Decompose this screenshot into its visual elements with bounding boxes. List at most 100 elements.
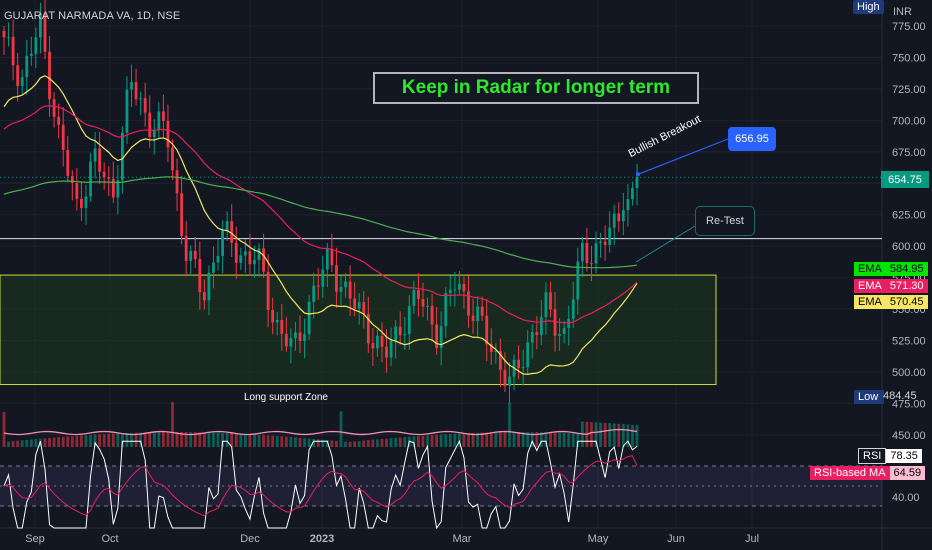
candle-body — [353, 298, 357, 309]
volume-bar — [25, 439, 29, 447]
candle-body — [371, 343, 375, 349]
volume-bar — [389, 438, 393, 447]
price-tick-label: 700.00 — [892, 115, 926, 127]
volume-bar — [107, 433, 111, 447]
candle-body — [617, 213, 621, 222]
retest-arrow — [635, 225, 696, 263]
volume-bar — [453, 433, 457, 447]
candle-body — [239, 255, 243, 263]
volume-bar — [512, 432, 516, 447]
candle-body — [608, 227, 612, 245]
volume-bar — [266, 435, 270, 447]
candle-body — [61, 124, 65, 150]
candle-body — [430, 305, 434, 325]
price-tick-label: 775.00 — [892, 21, 926, 33]
volume-bar — [29, 439, 33, 447]
ema-tag-label: EMA — [854, 295, 886, 309]
breakout-price-tag[interactable]: 656.95 — [728, 127, 776, 151]
candle-body — [394, 326, 398, 341]
price-tick-label: 750.00 — [892, 52, 926, 64]
volume-bar — [253, 434, 256, 447]
candle-body — [335, 265, 338, 292]
ema-tag-fast: EMA 570.45 — [854, 295, 928, 309]
headline-annotation[interactable]: Keep in Radar for longer term — [373, 72, 699, 104]
volume-bar — [157, 432, 161, 447]
rsi-ma-tag-value: 64.59 — [889, 466, 926, 480]
candle-body — [599, 241, 602, 244]
candle-body — [439, 326, 443, 348]
rsi-pane — [0, 439, 882, 530]
candle-body — [116, 180, 120, 198]
volume-bar — [357, 440, 361, 447]
volume-bar — [93, 434, 97, 447]
volume-bar — [257, 434, 261, 447]
volume-bar — [289, 437, 293, 447]
retest-callout[interactable]: Re-Test — [695, 206, 755, 236]
candle-body — [385, 346, 388, 358]
volume-bar — [166, 432, 170, 447]
volume-bar — [189, 432, 193, 447]
volume-bar — [576, 433, 580, 447]
price-tick-label: 500.00 — [892, 367, 926, 379]
current-price-tag: 654.75 — [881, 171, 929, 188]
candle-body — [485, 315, 489, 345]
volume-bar — [539, 432, 543, 447]
volume-bar — [435, 434, 439, 447]
ema-mid-line — [3, 105, 638, 324]
volume-bar — [57, 437, 61, 447]
candle-body — [157, 111, 161, 131]
candle-body — [102, 171, 106, 178]
candle-body — [89, 161, 92, 197]
rsi-tag-label: RSI — [858, 448, 887, 464]
volume-bar — [398, 437, 402, 447]
candle-body — [444, 292, 448, 327]
candle-body — [508, 376, 511, 386]
candle-body — [34, 37, 38, 54]
candle-body — [435, 324, 439, 348]
volume-bar — [248, 434, 252, 447]
volume-bar — [75, 435, 79, 447]
volume-bar — [330, 440, 334, 447]
price-tick-label: 450.00 — [892, 430, 926, 442]
ticker-title: GUJARAT NARMADA VA, 1D, NSE — [4, 10, 181, 22]
candle-body — [253, 260, 256, 265]
ema-lines — [3, 75, 638, 375]
volume-bar — [207, 432, 211, 447]
candle-body — [121, 132, 124, 181]
volume-bar — [412, 436, 416, 447]
candle-body — [544, 292, 548, 317]
ema-tag-value: 571.30 — [885, 279, 928, 293]
candle-body — [289, 338, 293, 347]
volume-bar — [198, 432, 202, 447]
volume-bar — [70, 436, 74, 447]
candle-body — [189, 250, 193, 261]
volume-bar — [271, 435, 275, 447]
volume-bar — [553, 432, 557, 447]
volume-bar — [152, 432, 156, 447]
candle-body — [303, 334, 306, 341]
candle-body — [257, 248, 261, 261]
candle-body — [2, 31, 6, 38]
volume-bar — [366, 440, 370, 447]
volume-bar — [376, 439, 379, 447]
candle-body — [503, 369, 507, 386]
candle-body — [148, 112, 152, 138]
volume-bar — [526, 432, 530, 447]
volume-bar — [344, 441, 347, 447]
volume-bar — [403, 437, 407, 447]
volume-bar — [508, 402, 511, 447]
candle-body — [225, 221, 229, 231]
volume-bar — [380, 438, 384, 447]
volume-bar — [417, 436, 420, 447]
price-tick-label: 625.00 — [892, 210, 926, 222]
volume-bar — [476, 432, 480, 447]
candle-body — [321, 269, 325, 287]
candle-body — [330, 248, 334, 266]
candle-body — [362, 302, 366, 314]
support-zone-label[interactable]: Long support Zone — [244, 392, 328, 403]
candle-body — [357, 302, 361, 309]
candle-body — [426, 305, 429, 307]
volume-bar — [161, 432, 165, 447]
ema-fast-line — [3, 75, 638, 375]
